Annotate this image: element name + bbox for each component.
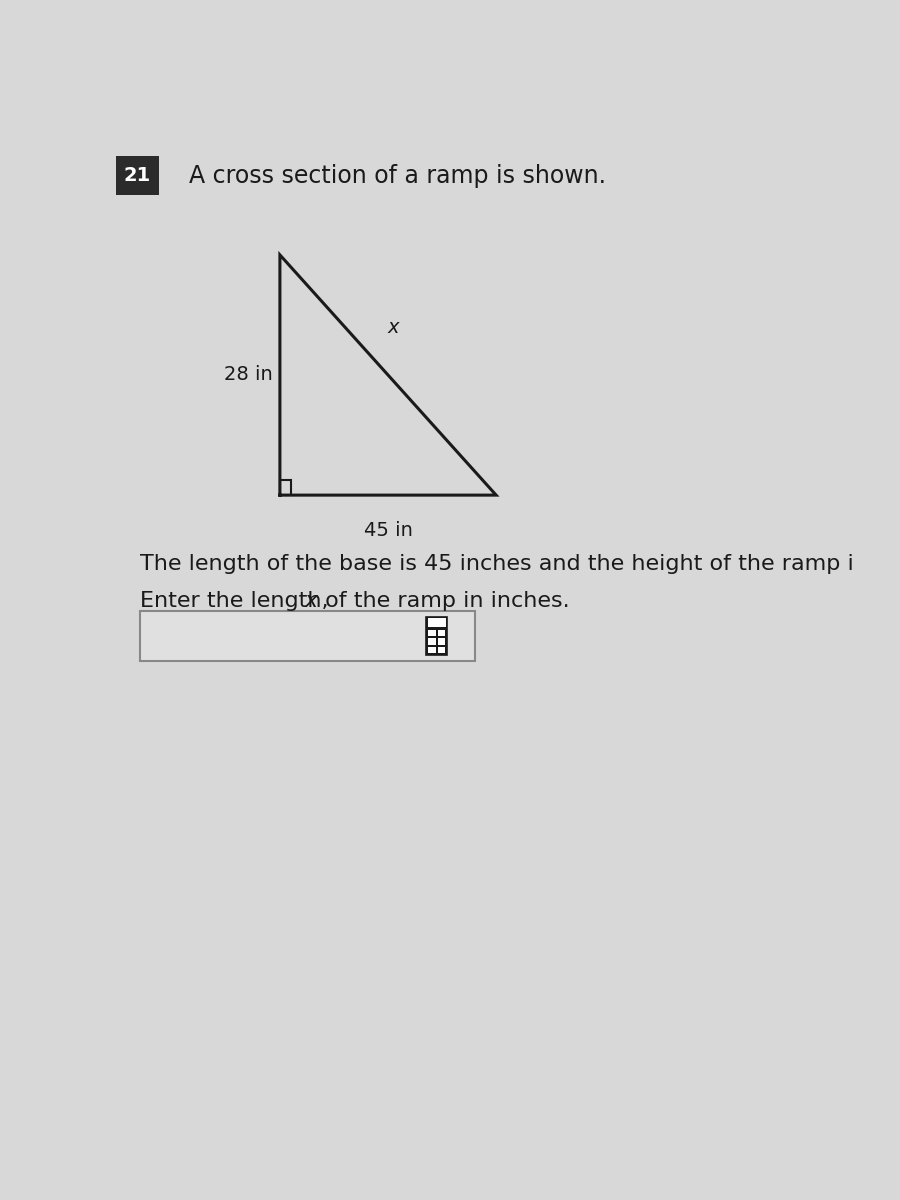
Bar bbox=[428, 647, 436, 653]
Bar bbox=[428, 630, 436, 636]
Text: x: x bbox=[304, 592, 318, 611]
Bar bbox=[437, 638, 445, 644]
FancyBboxPatch shape bbox=[116, 156, 159, 194]
FancyBboxPatch shape bbox=[140, 611, 475, 661]
Bar bbox=[428, 638, 436, 644]
Text: Enter the length,: Enter the length, bbox=[140, 592, 343, 611]
Bar bbox=[437, 630, 445, 636]
Bar bbox=[280, 480, 291, 496]
Bar bbox=[428, 618, 446, 628]
Text: of the ramp in inches.: of the ramp in inches. bbox=[319, 592, 570, 611]
Text: The length of the base is 45 inches and the height of the ramp i: The length of the base is 45 inches and … bbox=[140, 554, 854, 575]
Bar bbox=[427, 617, 447, 655]
Bar bbox=[437, 647, 445, 653]
Text: 21: 21 bbox=[124, 166, 151, 185]
Text: A cross section of a ramp is shown.: A cross section of a ramp is shown. bbox=[189, 164, 607, 188]
Text: 28 in: 28 in bbox=[224, 366, 273, 384]
Text: x: x bbox=[387, 318, 399, 337]
Text: 45 in: 45 in bbox=[364, 521, 412, 540]
